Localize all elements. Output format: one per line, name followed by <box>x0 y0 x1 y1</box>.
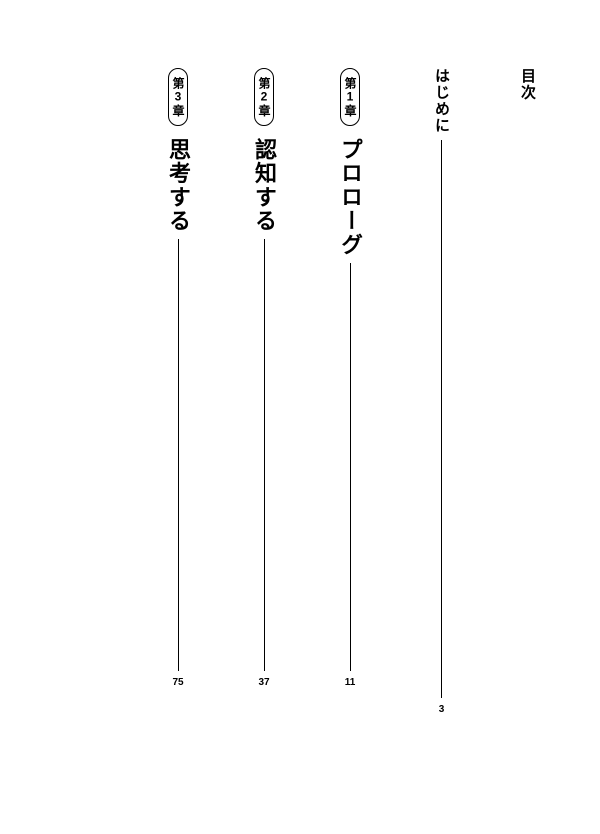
toc-heading: 目次 <box>517 68 538 101</box>
chapter-2-page-number: 37 <box>258 677 269 688</box>
chapter-2-leader-line <box>264 239 265 671</box>
chapter-3-page-number: 75 <box>172 677 183 688</box>
chapter-3-pill: 第3章 <box>168 68 188 126</box>
chapter-1-pill: 第1章 <box>340 68 360 126</box>
toc-heading-column: 目次 <box>517 68 538 101</box>
chapter-1-leader-line <box>350 263 351 671</box>
chapter-2-title: 認知する <box>248 138 280 233</box>
chapter-1-page-number: 11 <box>345 677 356 688</box>
intro-leader-line <box>441 140 442 698</box>
chapter-2-pill: 第2章 <box>254 68 274 126</box>
intro-page-number: 3 <box>439 704 445 715</box>
chapter-3-leader-line <box>178 239 179 671</box>
chapter-2-column: 第2章 認知する 37 <box>248 68 280 688</box>
chapter-1-pill-label: 第1章 <box>344 77 356 117</box>
chapter-2-pill-label: 第2章 <box>258 77 270 117</box>
chapter-1-column: 第1章 プロローグ 11 <box>334 68 366 688</box>
intro-column: はじめに 3 <box>431 68 452 715</box>
chapter-3-title: 思考する <box>162 138 194 233</box>
chapter-3-pill-label: 第3章 <box>172 77 184 117</box>
chapter-3-column: 第3章 思考する 75 <box>162 68 194 688</box>
toc-page: 目次 はじめに 3 第1章 プロローグ 11 第2章 認知する 37 第3章 思… <box>58 68 538 748</box>
intro-label: はじめに <box>431 68 452 134</box>
chapter-1-title: プロローグ <box>334 138 366 257</box>
